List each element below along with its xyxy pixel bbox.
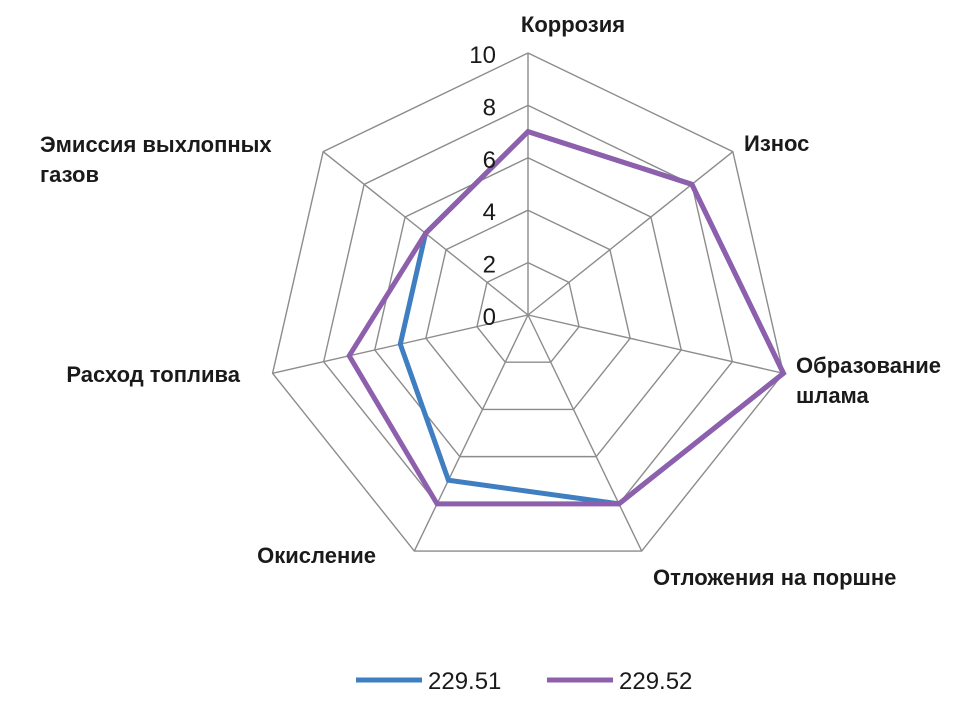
tick-label-10: 10 (469, 42, 496, 69)
axis-spoke-5 (413, 314, 529, 552)
axis-spoke-2 (527, 151, 734, 316)
grid-ring-5 (271, 52, 785, 552)
axis-spoke-3 (527, 314, 784, 374)
axis-label-5: Окисление (257, 543, 376, 568)
tick-label-8: 8 (483, 94, 496, 121)
axis-label-7: Эмиссия выхлопных газов (40, 132, 272, 187)
axis-spoke-4 (527, 314, 643, 552)
axis-label-1: Коррозия (521, 12, 625, 37)
tick-label-4: 4 (483, 199, 496, 226)
axis-label-2: Износ (744, 131, 809, 156)
tick-label-6: 6 (483, 147, 496, 174)
axis-label-4: Отложения на поршне (653, 565, 896, 590)
legend-label-229-52: 229.52 (619, 668, 692, 695)
series-line-229-52 (346, 128, 787, 507)
grid-ring-2 (425, 209, 631, 411)
axis-label-6: Расход топлива (66, 362, 240, 387)
axis-label-3: Образование шлама (796, 353, 941, 408)
legend-label-229-51: 229.51 (428, 668, 501, 695)
grid-ring-1 (476, 261, 580, 363)
tick-label-0: 0 (483, 304, 496, 331)
grid-ring-3 (373, 157, 683, 458)
tick-label-2: 2 (483, 252, 496, 279)
